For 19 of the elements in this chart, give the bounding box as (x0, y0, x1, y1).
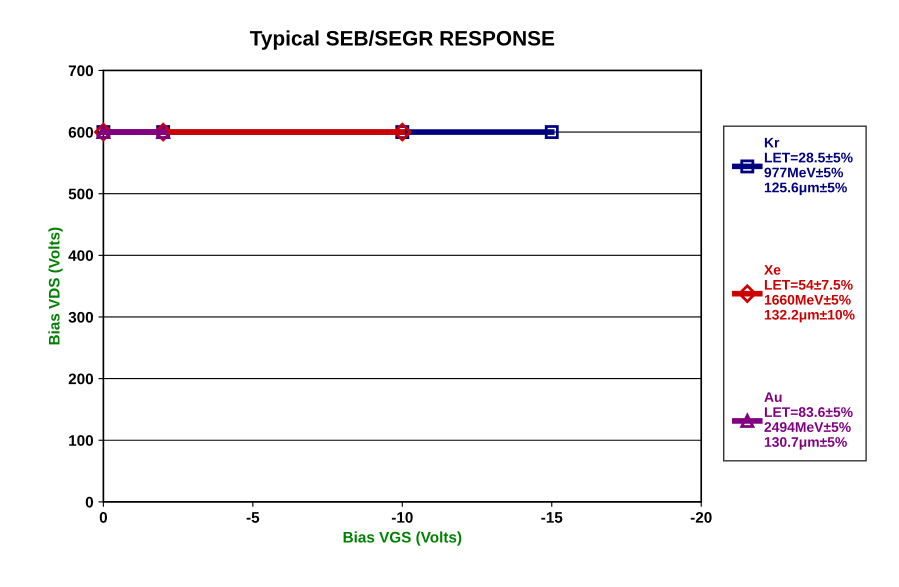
y-axis-title: Bias VDS (Volts) (48, 228, 63, 344)
x-tick-label: 0 (100, 512, 108, 523)
x-tick-label: -20 (690, 512, 712, 523)
legend-label: Au LET=83.6±5% 2494MeV±5% 130.7μm±5% (764, 392, 853, 450)
y-tick-label: 100 (69, 435, 94, 446)
x-tick-label: -15 (541, 512, 562, 523)
y-tick-label: 500 (68, 188, 94, 200)
x-tick-label: -10 (392, 512, 413, 523)
y-tick-label: 400 (68, 250, 94, 262)
chart-title: Typical SEB/SEGR RESPONSE (250, 30, 554, 50)
x-tick-label: -5 (246, 512, 260, 523)
y-tick-label: 200 (68, 373, 94, 384)
y-tick-label: 600 (68, 126, 94, 138)
y-tick-label: 0 (86, 496, 94, 508)
legend-label: Kr LET=28.5±5% 977MeV±5% 125.6μm±5% (764, 138, 853, 196)
y-tick-label: 300 (68, 312, 94, 323)
legend-label: Xe LET=54±7.5% 1660MeV±5% 132.2μm±10% (764, 265, 855, 322)
y-tick-label: 700 (68, 65, 94, 76)
x-axis-title: Bias VGS (Volts) (344, 531, 462, 546)
